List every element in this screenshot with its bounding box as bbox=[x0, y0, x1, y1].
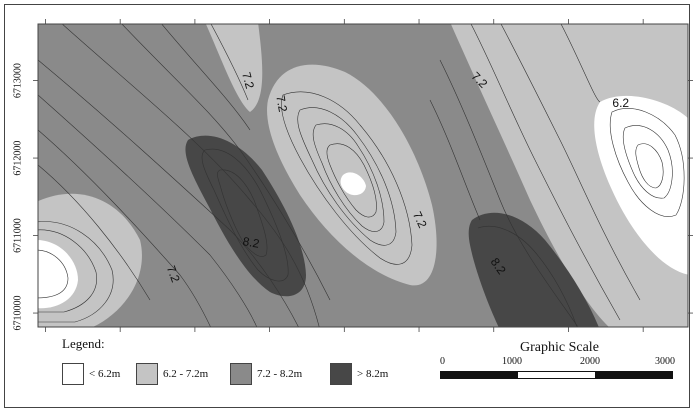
legend-item-72-82: 7.2 - 8.2m bbox=[230, 362, 302, 386]
y-tick-label: 6712000 bbox=[12, 141, 23, 176]
legend-label: > 8.2m bbox=[357, 368, 389, 380]
scale-label-2000: 2000 bbox=[580, 356, 600, 367]
scale-label-3000: 3000 bbox=[655, 356, 675, 367]
zone-dark-1 bbox=[185, 135, 306, 297]
x-tick-label: 225000 bbox=[105, 334, 135, 335]
scale-bar bbox=[440, 371, 673, 379]
contour-label: 7.2 bbox=[410, 209, 430, 230]
contour-label: 7.2 bbox=[273, 94, 290, 113]
contour-label: 6.2 bbox=[612, 96, 629, 110]
legend-swatch-white bbox=[62, 363, 84, 385]
legend-label: 7.2 - 8.2m bbox=[257, 368, 303, 380]
legend-item-62-72: 6.2 - 7.2m bbox=[136, 362, 208, 386]
y-tick-label: 6713000 bbox=[12, 63, 23, 98]
zone-white-left bbox=[38, 240, 78, 309]
x-tick-label: 224000 bbox=[30, 334, 60, 335]
zone-white-right bbox=[594, 95, 688, 275]
x-tick-label: 227000 bbox=[255, 334, 285, 335]
contour-label: 7.2 bbox=[164, 264, 183, 285]
map-border bbox=[37, 23, 689, 328]
legend-swatch-light bbox=[136, 363, 158, 385]
scale-segment-black bbox=[595, 372, 672, 378]
x-tick-label: 231000 bbox=[553, 334, 583, 335]
legend-item-gt82: > 8.2m bbox=[330, 362, 388, 386]
contour-lines bbox=[38, 24, 685, 327]
contour-label: 8.2 bbox=[242, 234, 261, 251]
map-axes: 224000 225000 226000 227000 228000 229000 2300… bbox=[12, 19, 693, 335]
legend-swatch-dark bbox=[330, 363, 352, 385]
legend-swatch-medium bbox=[230, 363, 252, 385]
zone-light-topcenter bbox=[205, 24, 263, 112]
zone-white-center bbox=[340, 172, 366, 196]
zone-dark-2 bbox=[468, 212, 599, 327]
y-tick-label: 6710000 bbox=[12, 296, 23, 331]
x-tick-label: 232000 bbox=[628, 334, 658, 335]
x-tick-label: 226000 bbox=[180, 334, 210, 335]
legend-label: < 6.2m bbox=[89, 368, 121, 380]
scale-title: Graphic Scale bbox=[520, 340, 599, 355]
legend-label: 6.2 - 7.2m bbox=[163, 368, 209, 380]
map-frame bbox=[4, 4, 690, 408]
x-tick-label: 228000 bbox=[329, 334, 359, 335]
contour-map: 224000 225000 226000 227000 228000 229000 2300… bbox=[12, 19, 693, 335]
legend-item-lt62: < 6.2m bbox=[62, 362, 120, 386]
legend-title: Legend: bbox=[62, 336, 105, 351]
scale-segment-black bbox=[441, 372, 518, 378]
scale-label-1000: 1000 bbox=[502, 356, 522, 367]
y-tick-label: 6711000 bbox=[12, 218, 23, 253]
x-tick-label: 229000 bbox=[404, 334, 434, 335]
contour-label: 7.2 bbox=[239, 70, 257, 90]
x-tick-label: 230000 bbox=[479, 334, 509, 335]
scale-label-0: 0 bbox=[440, 356, 445, 367]
contour-zones bbox=[38, 24, 688, 327]
scale-segment-white bbox=[518, 372, 595, 378]
